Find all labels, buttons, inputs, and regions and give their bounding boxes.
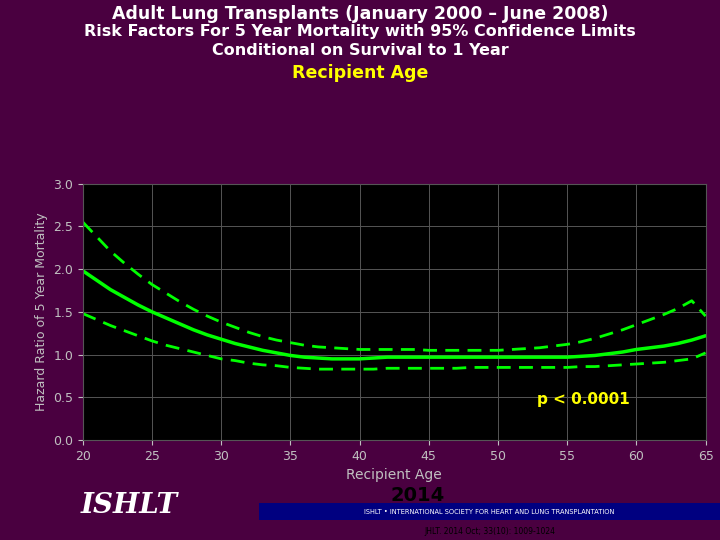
Text: ISHLT • INTERNATIONAL SOCIETY FOR HEART AND LUNG TRANSPLANTATION: ISHLT • INTERNATIONAL SOCIETY FOR HEART … [364,509,615,515]
Text: Recipient Age: Recipient Age [292,64,428,82]
Text: Risk Factors For 5 Year Mortality with 95% Confidence Limits: Risk Factors For 5 Year Mortality with 9… [84,24,636,39]
Text: p < 0.0001: p < 0.0001 [537,392,630,407]
Text: Conditional on Survival to 1 Year: Conditional on Survival to 1 Year [212,43,508,58]
FancyBboxPatch shape [259,503,720,520]
Text: ISHLT: ISHLT [81,492,178,519]
X-axis label: Recipient Age: Recipient Age [346,468,442,482]
Text: 2014: 2014 [390,486,445,505]
Y-axis label: Hazard Ratio of 5 Year Mortality: Hazard Ratio of 5 Year Mortality [35,213,48,411]
Text: JHLT. 2014 Oct; 33(10): 1009-1024: JHLT. 2014 Oct; 33(10): 1009-1024 [424,527,555,536]
Text: Adult Lung Transplants (January 2000 – June 2008): Adult Lung Transplants (January 2000 – J… [112,5,608,23]
